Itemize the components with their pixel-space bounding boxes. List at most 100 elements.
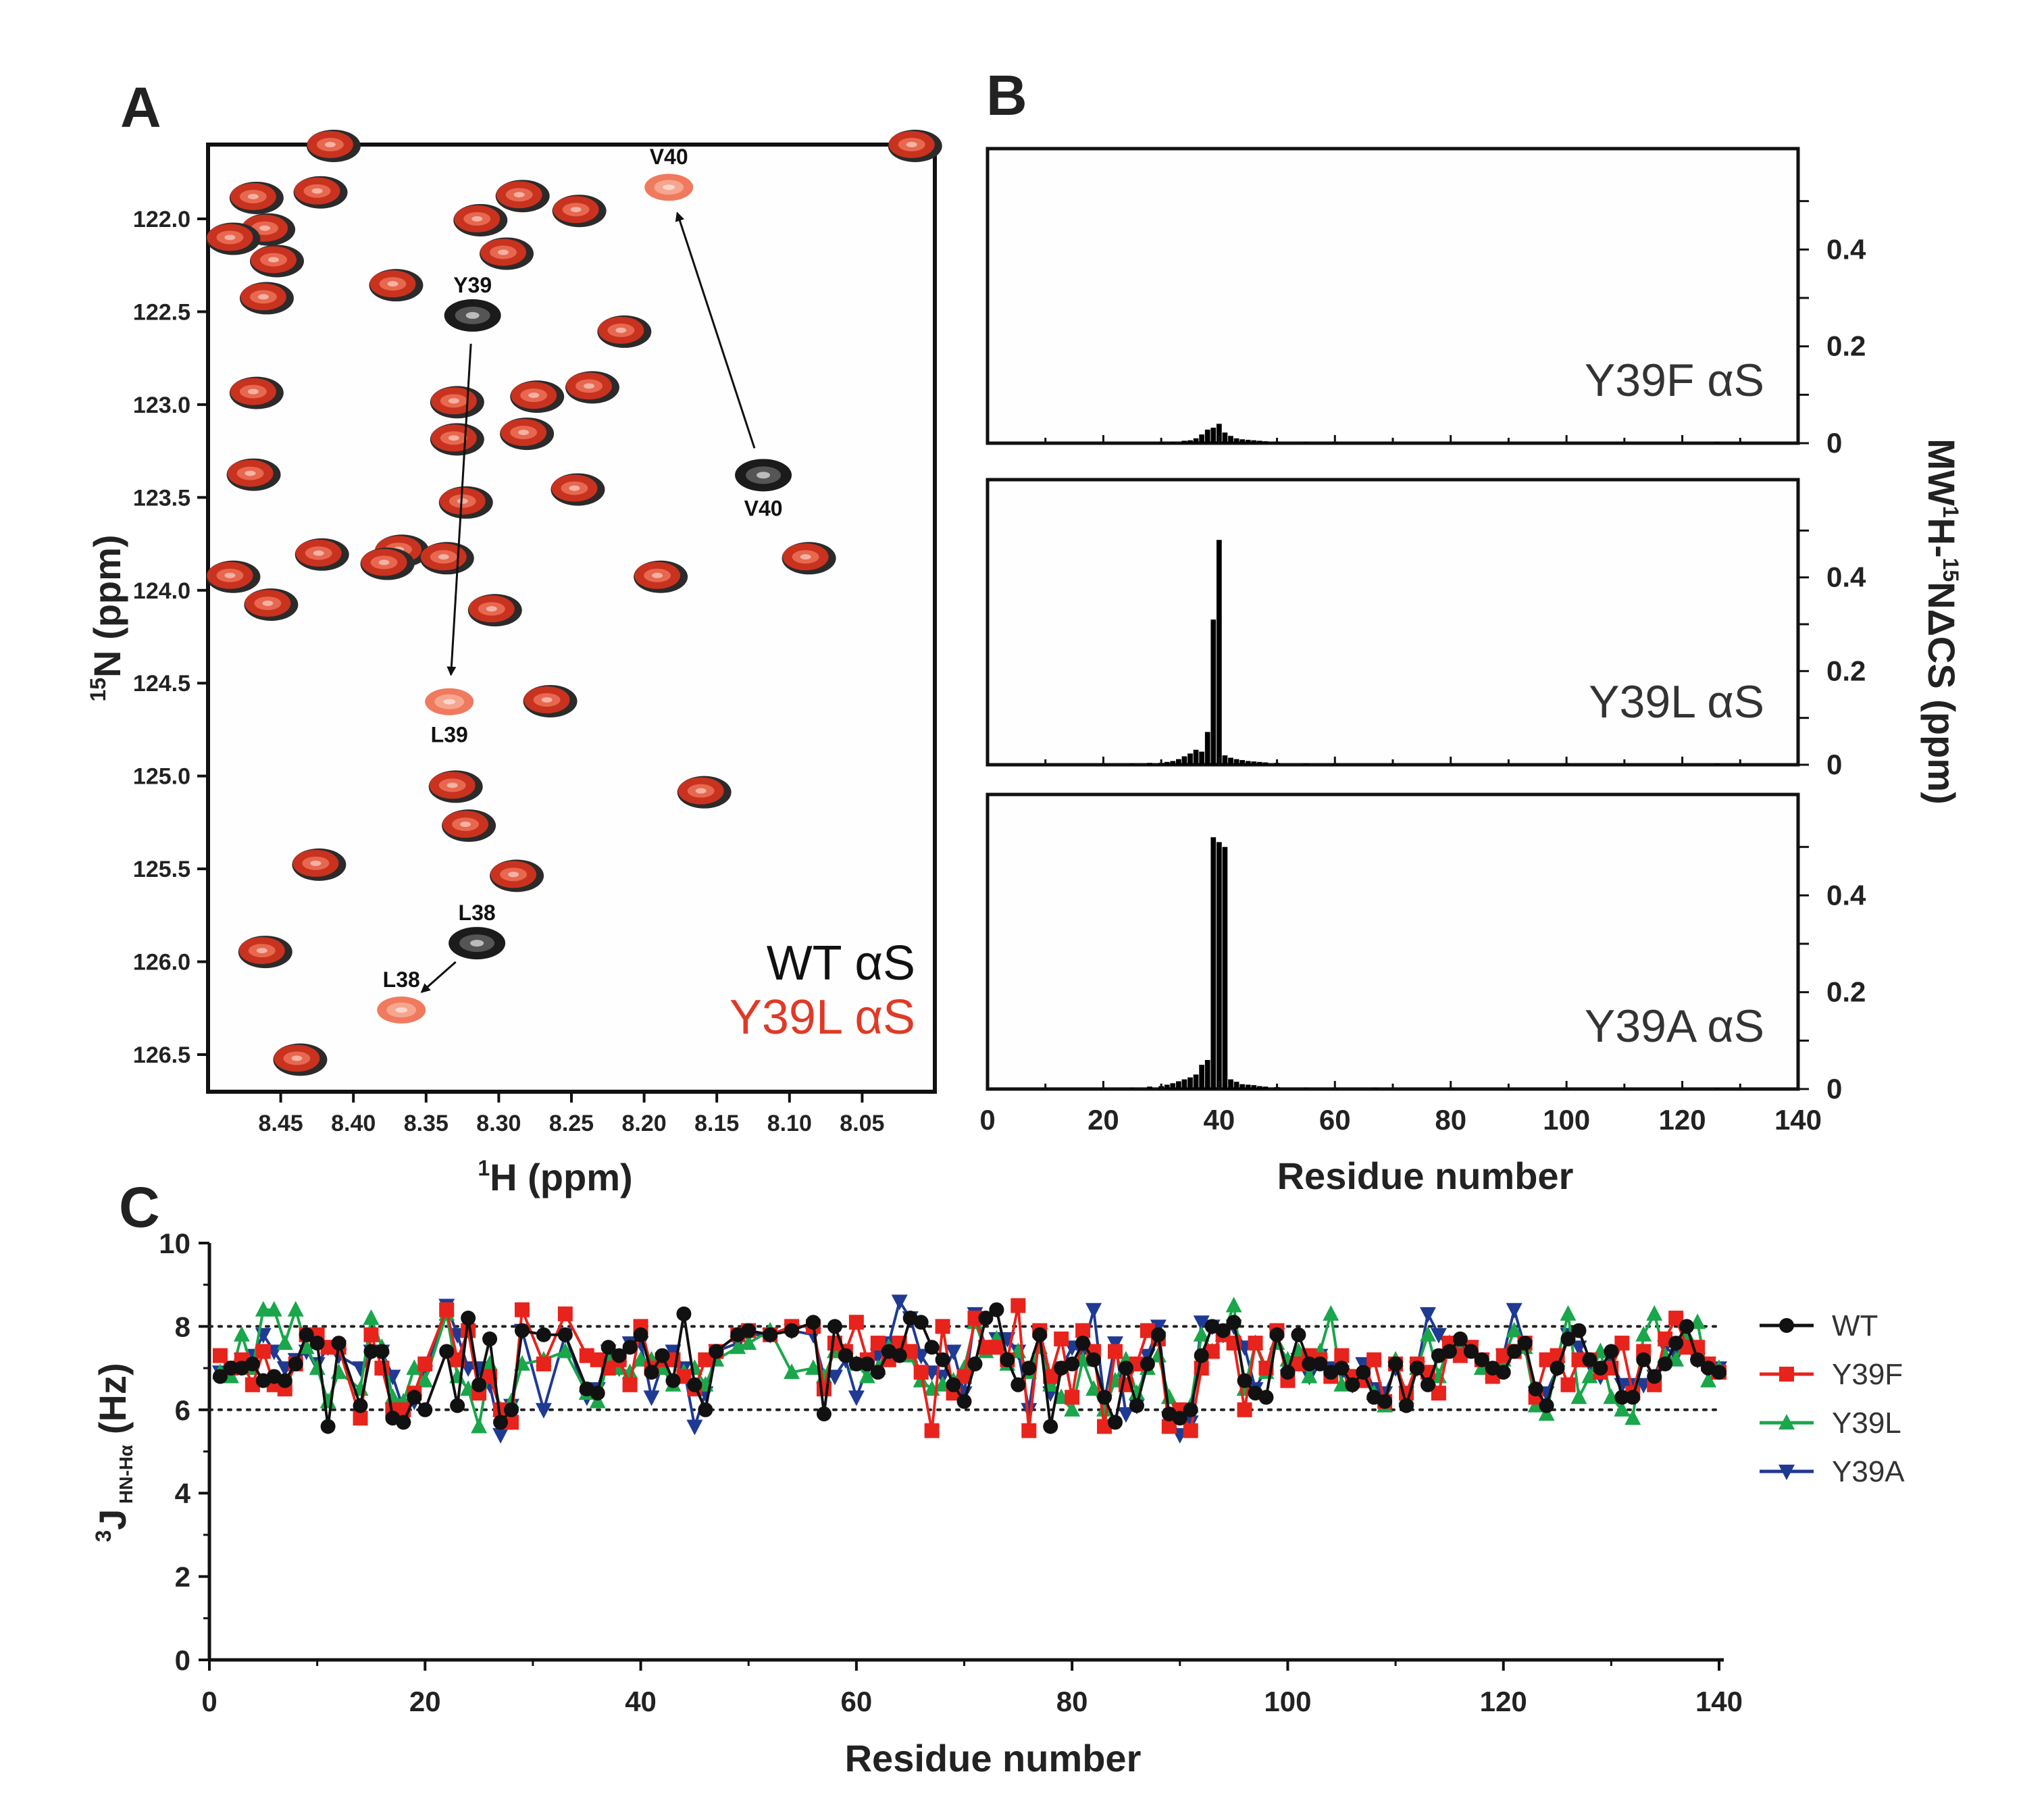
data-point xyxy=(1636,1352,1652,1367)
hsqc-peak-wt-v40 xyxy=(735,459,792,492)
hsqc-peak xyxy=(677,776,732,809)
data-point xyxy=(1377,1394,1393,1409)
data-point xyxy=(1334,1348,1350,1363)
bar xyxy=(1204,429,1210,443)
data-point xyxy=(353,1411,368,1426)
legend-y39l-label: Y39L αS xyxy=(730,990,915,1044)
y39l-contour-core xyxy=(906,142,917,147)
y-tick-label: 0.4 xyxy=(1826,879,1866,911)
hsqc-peak xyxy=(428,770,483,803)
data-point xyxy=(233,1325,250,1342)
y39l-contour-core xyxy=(486,606,497,612)
data-point xyxy=(1388,1356,1404,1371)
peak-label-wt-v40: V40 xyxy=(744,496,783,520)
data-point xyxy=(686,1419,703,1436)
data-point xyxy=(1614,1390,1630,1405)
hsqc-peak-wt-y39 xyxy=(444,299,501,332)
y39l-contour-core xyxy=(460,821,471,828)
data-point xyxy=(1225,1296,1242,1313)
data-point xyxy=(482,1331,498,1346)
hsqc-peak xyxy=(273,1043,328,1076)
data-point xyxy=(1010,1377,1026,1392)
bar xyxy=(1257,1086,1262,1089)
hsqc-peak xyxy=(226,458,281,491)
legend-marker xyxy=(1779,1414,1795,1430)
y39l-contour-core xyxy=(262,601,274,607)
hsqc-peak xyxy=(523,684,578,717)
data-point xyxy=(1140,1356,1155,1371)
data-point xyxy=(827,1319,842,1334)
hsqc-peak xyxy=(206,222,261,255)
y-tick-label: 126.5 xyxy=(133,1042,190,1068)
hsqc-peak-mutant-v40 xyxy=(644,174,694,201)
hsqc-peak xyxy=(453,203,508,236)
bar xyxy=(1170,441,1176,443)
data-point xyxy=(1269,1327,1285,1342)
data-point xyxy=(848,1315,864,1330)
y39l-contour-core xyxy=(224,234,236,241)
bar xyxy=(1303,442,1309,443)
data-point xyxy=(536,1356,551,1371)
y-tick-label: 0 xyxy=(175,1644,190,1676)
data-point xyxy=(945,1344,962,1361)
data-point xyxy=(989,1302,1004,1317)
data-point xyxy=(439,1302,455,1317)
data-point xyxy=(1021,1402,1038,1419)
data-point xyxy=(1668,1336,1684,1351)
panel-c-x-axis-label: Residue number xyxy=(845,1737,1142,1779)
y39l-contour-core xyxy=(448,435,459,441)
hsqc-peak xyxy=(249,245,304,278)
data-point xyxy=(622,1340,638,1355)
x-tick-label: 8.40 xyxy=(331,1111,376,1136)
data-point xyxy=(1323,1305,1339,1321)
data-point xyxy=(1570,1388,1587,1405)
wt-contour-core xyxy=(465,311,480,319)
data-point xyxy=(1302,1356,1317,1371)
legend-label: Y39L xyxy=(1832,1407,1901,1440)
bar xyxy=(1714,442,1720,443)
data-point xyxy=(1646,1305,1663,1321)
hsqc-peak xyxy=(206,560,261,593)
y39l-contour-core xyxy=(498,249,509,255)
x-tick-label: 120 xyxy=(1480,1686,1527,1717)
bar xyxy=(1228,1079,1233,1089)
data-point xyxy=(557,1306,573,1321)
y39l-contour-core xyxy=(259,225,271,231)
data-point xyxy=(741,1323,757,1338)
data-point xyxy=(859,1367,875,1384)
data-point xyxy=(1065,1356,1080,1371)
legend-marker xyxy=(1779,1465,1795,1480)
data-point xyxy=(471,1377,487,1392)
data-point xyxy=(730,1338,746,1355)
hsqc-peak xyxy=(419,542,474,575)
data-point xyxy=(514,1323,530,1338)
y39l-contour-core xyxy=(247,388,259,395)
bar xyxy=(1147,1086,1152,1089)
wt-contour-core xyxy=(757,472,771,479)
data-point xyxy=(956,1369,972,1384)
bar xyxy=(1217,540,1222,765)
data-point xyxy=(1237,1402,1252,1417)
hsqc-peak xyxy=(552,195,607,228)
data-point xyxy=(309,1336,325,1351)
data-point xyxy=(1604,1344,1619,1359)
y39l-contour-core xyxy=(443,699,456,705)
x-tick-label: 8.45 xyxy=(259,1111,303,1136)
y-tick-label: 8 xyxy=(175,1311,190,1342)
x-tick-label: 60 xyxy=(1319,1104,1351,1136)
y39l-contour-core xyxy=(257,294,269,300)
data-point xyxy=(1108,1415,1123,1430)
data-point xyxy=(1258,1390,1274,1405)
data-point xyxy=(265,1300,282,1317)
data-point xyxy=(935,1319,950,1334)
data-point xyxy=(1712,1365,1726,1380)
data-point xyxy=(1021,1361,1037,1376)
data-point xyxy=(1571,1323,1587,1338)
y39l-contour-core xyxy=(224,572,236,578)
hsqc-peak xyxy=(306,130,361,162)
panel-letter-c: C xyxy=(119,1176,160,1239)
data-point xyxy=(643,1390,660,1407)
shift-arrow-y39 xyxy=(446,343,472,676)
